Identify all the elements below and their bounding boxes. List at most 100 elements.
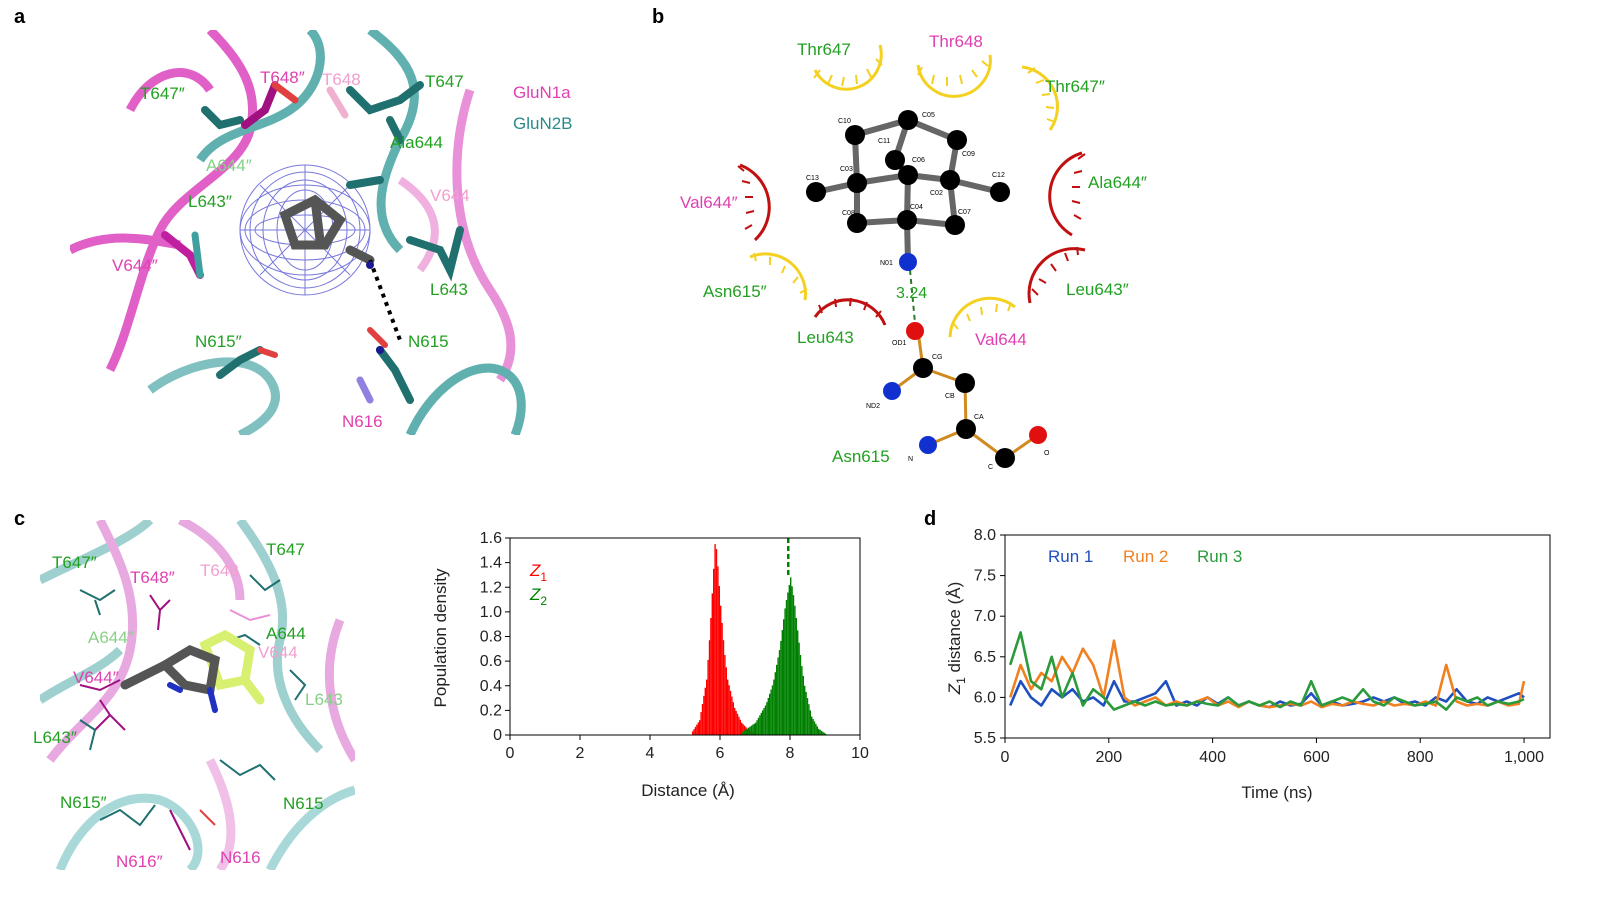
hist-bar bbox=[713, 568, 715, 735]
hist-bar bbox=[816, 726, 818, 735]
line-xtick-label: 800 bbox=[1407, 749, 1434, 766]
hist-bar bbox=[732, 702, 734, 735]
hist-bar bbox=[710, 618, 712, 735]
z1-distance-timeseries: 0 200 400 600 800 1,000 5.5 6.0 6.5 7.0 7.5 8.0 Z1 … bbox=[945, 527, 1551, 802]
hist-bar bbox=[734, 707, 736, 735]
panel-a-label-n615: N615 bbox=[408, 332, 449, 351]
residue-label-thr647: Thr647 bbox=[797, 40, 851, 59]
residue-label-ala644pp: Ala644″ bbox=[1088, 173, 1147, 192]
hist-bar bbox=[773, 679, 775, 735]
panel-a-label-t648: T648 bbox=[322, 70, 361, 89]
residue-label-val644: Val644 bbox=[975, 330, 1027, 349]
panel-c-label-v644: V644 bbox=[258, 643, 298, 662]
line-legend: Run 1 Run 2 Run 3 bbox=[1048, 547, 1242, 566]
hist-bar bbox=[823, 732, 825, 735]
atom-label: CG bbox=[932, 354, 943, 361]
hist-bar bbox=[760, 712, 762, 735]
panel-a-label-t647: T647 bbox=[425, 72, 464, 91]
hist-xtick-label: 10 bbox=[851, 745, 869, 762]
hist-legend: Z1 Z2 bbox=[529, 561, 547, 608]
hist-bar bbox=[806, 698, 809, 735]
atom-label: C02 bbox=[930, 190, 943, 197]
hist-bar bbox=[738, 716, 740, 735]
hist-bar bbox=[791, 586, 793, 735]
panel-c-label-n615pp: N615″ bbox=[60, 793, 107, 812]
legend-run-2: Run 2 bbox=[1123, 547, 1168, 566]
hist-bar bbox=[694, 726, 697, 735]
hist-ytick-label: 0.2 bbox=[480, 702, 502, 719]
hist-ytick-label: 0.4 bbox=[480, 678, 502, 695]
panel-letter-c: c bbox=[14, 508, 26, 530]
hist-bar bbox=[693, 729, 695, 735]
hist-ytick-label: 1.2 bbox=[480, 579, 502, 596]
hist-bar bbox=[714, 544, 716, 735]
hist-xtick-label: 0 bbox=[506, 745, 515, 762]
hist-bar bbox=[745, 729, 747, 735]
hist-bar bbox=[729, 690, 732, 735]
hist-bar bbox=[801, 666, 803, 735]
hist-bar bbox=[799, 654, 802, 735]
hist-bar bbox=[742, 731, 744, 735]
line-series-3 bbox=[1008, 631, 1525, 711]
line-xtick-label: 0 bbox=[1001, 749, 1010, 766]
hist-bar bbox=[699, 720, 701, 735]
hist-bar bbox=[792, 595, 795, 735]
hist-bar bbox=[769, 693, 771, 735]
hist-bar bbox=[752, 724, 754, 735]
hist-bar bbox=[741, 732, 743, 735]
panel-c-label-t647: T647 bbox=[266, 540, 305, 559]
hist-bar bbox=[756, 720, 758, 735]
panel-c-label-t648pp: T648″ bbox=[130, 568, 175, 587]
hist-bar bbox=[749, 726, 751, 735]
hist-bar bbox=[748, 727, 750, 735]
hist-bar bbox=[750, 725, 753, 735]
hist-bar bbox=[812, 718, 814, 735]
line-xtick-label: 400 bbox=[1199, 749, 1226, 766]
hist-bar bbox=[755, 722, 757, 735]
panel-c-label-l643: L643 bbox=[305, 690, 343, 709]
atom-label: C09 bbox=[962, 151, 975, 158]
line-ytick-label: 7.5 bbox=[974, 568, 996, 585]
panel-a-label-a644pp: A644″ bbox=[206, 156, 252, 175]
hist-bar bbox=[720, 605, 722, 735]
residue-label-val644pp: Val644″ bbox=[680, 193, 738, 212]
line-xtick-label: 600 bbox=[1303, 749, 1330, 766]
atom-label: C06 bbox=[912, 157, 925, 164]
hist-bar bbox=[757, 717, 760, 735]
panel-b-ligplot-diagram: C10 C05 C11 C06 C09 C03 C13 C02 C12 C08 … bbox=[737, 44, 1086, 471]
atom-label: O bbox=[1044, 450, 1050, 457]
hist-bar bbox=[776, 664, 778, 735]
panel-c-label-n616pp: N616″ bbox=[116, 852, 163, 871]
atom-label: ND2 bbox=[866, 403, 880, 410]
hist-bar bbox=[804, 685, 806, 735]
hist-bar bbox=[725, 667, 727, 735]
hist-bar bbox=[753, 723, 755, 735]
line-xtick-label: 1,000 bbox=[1504, 749, 1544, 766]
line-ytick-label: 6.0 bbox=[974, 689, 996, 706]
hist-bar bbox=[717, 566, 719, 735]
residue-label-asn615pp: Asn615″ bbox=[703, 282, 767, 301]
hist-bar bbox=[762, 710, 764, 735]
atom-label: N01 bbox=[880, 260, 893, 267]
panel-a-label-t647pp: T647″ bbox=[140, 84, 185, 103]
residue-label-thr647pp: Thr647″ bbox=[1045, 77, 1105, 96]
hist-bar bbox=[711, 593, 713, 735]
hist-bar bbox=[820, 730, 823, 735]
hist-bar bbox=[731, 696, 733, 735]
panel-a-label-n615pp: N615″ bbox=[195, 332, 242, 351]
hist-bar bbox=[788, 584, 790, 735]
atom-label: OD1 bbox=[892, 340, 907, 347]
panel-letter-a: a bbox=[14, 6, 26, 28]
atom-label: C12 bbox=[992, 172, 1005, 179]
residue-label-leu643pp: Leu643″ bbox=[1066, 280, 1129, 299]
panel-c-structure-image bbox=[40, 520, 355, 870]
hist-bar bbox=[763, 707, 765, 735]
line-ytick-label: 7.0 bbox=[974, 608, 996, 625]
hist-bar bbox=[764, 705, 767, 735]
hist-bar bbox=[741, 722, 743, 735]
hist-bar bbox=[781, 630, 783, 735]
atom-label: C10 bbox=[838, 118, 851, 125]
panel-c-label-t648: T648 bbox=[200, 561, 239, 580]
hist-bar bbox=[815, 723, 817, 735]
line-ylabel: Z1 distance (Å) bbox=[945, 582, 968, 696]
